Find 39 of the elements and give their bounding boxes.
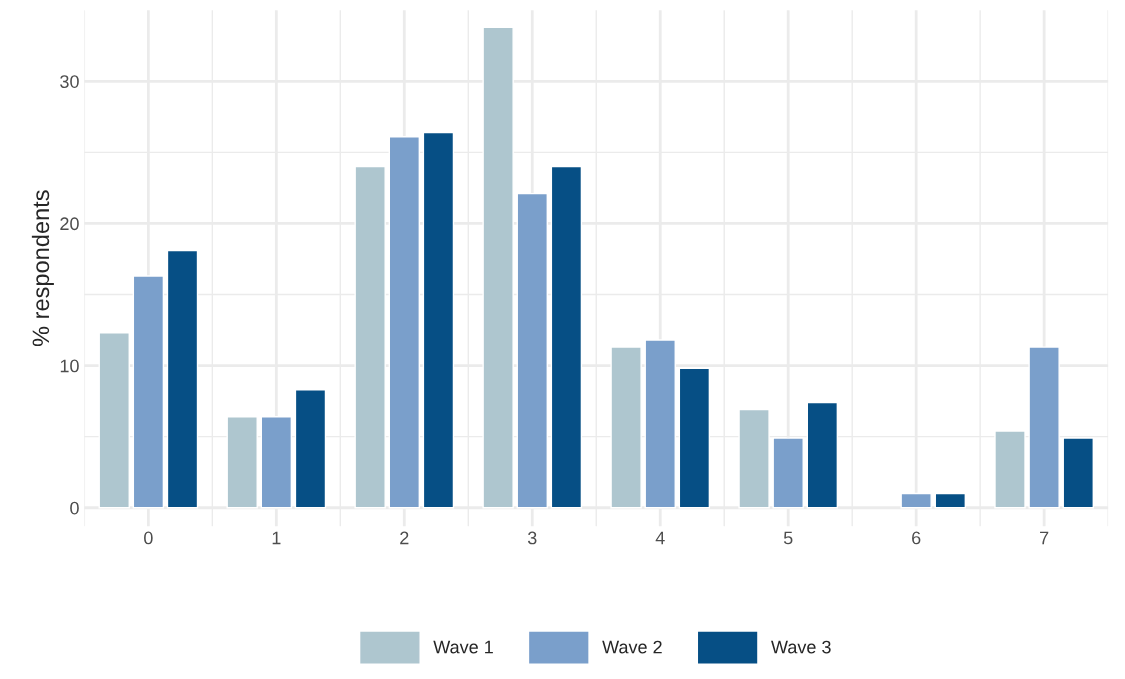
x-tick-label: 7: [1040, 531, 1049, 545]
bar: [166, 249, 199, 509]
y-tick-label: 30: [60, 75, 79, 88]
bar: [132, 275, 165, 509]
bar: [294, 389, 327, 509]
x-tick-label: 5: [783, 531, 793, 545]
bar: [482, 26, 514, 509]
y-tick-label: 20: [60, 217, 79, 231]
bar: [422, 131, 455, 509]
x-tick-label: 0: [144, 531, 153, 545]
bar: [1028, 346, 1060, 509]
x-tick-label: 2: [400, 531, 409, 545]
legend-label: Wave 2: [602, 640, 662, 654]
legend-label: Wave 3: [771, 640, 831, 654]
bar: [994, 430, 1026, 509]
bar: [98, 332, 130, 509]
y-tick-label: 0: [70, 501, 79, 515]
bar: [260, 416, 293, 509]
y-tick-label: 10: [60, 359, 79, 373]
bar: [934, 492, 967, 509]
y-axis-title: % respondents: [31, 190, 54, 347]
bar: [772, 437, 804, 509]
bar: [644, 339, 676, 509]
bar: [388, 136, 421, 509]
x-tick-label: 4: [655, 531, 665, 545]
bar: [678, 367, 711, 509]
bar: [550, 165, 583, 509]
bar: [900, 492, 932, 509]
legend-label: Wave 1: [433, 640, 493, 654]
bar: [610, 346, 642, 509]
bar: [806, 401, 839, 509]
bar: [1062, 437, 1094, 509]
bar: [354, 165, 386, 509]
x-tick-label: 1: [272, 531, 281, 545]
bar: [226, 416, 258, 509]
bar: [516, 192, 548, 509]
x-tick-label: 6: [912, 531, 921, 545]
x-tick-label: 3: [527, 531, 537, 545]
bar: [738, 408, 770, 509]
